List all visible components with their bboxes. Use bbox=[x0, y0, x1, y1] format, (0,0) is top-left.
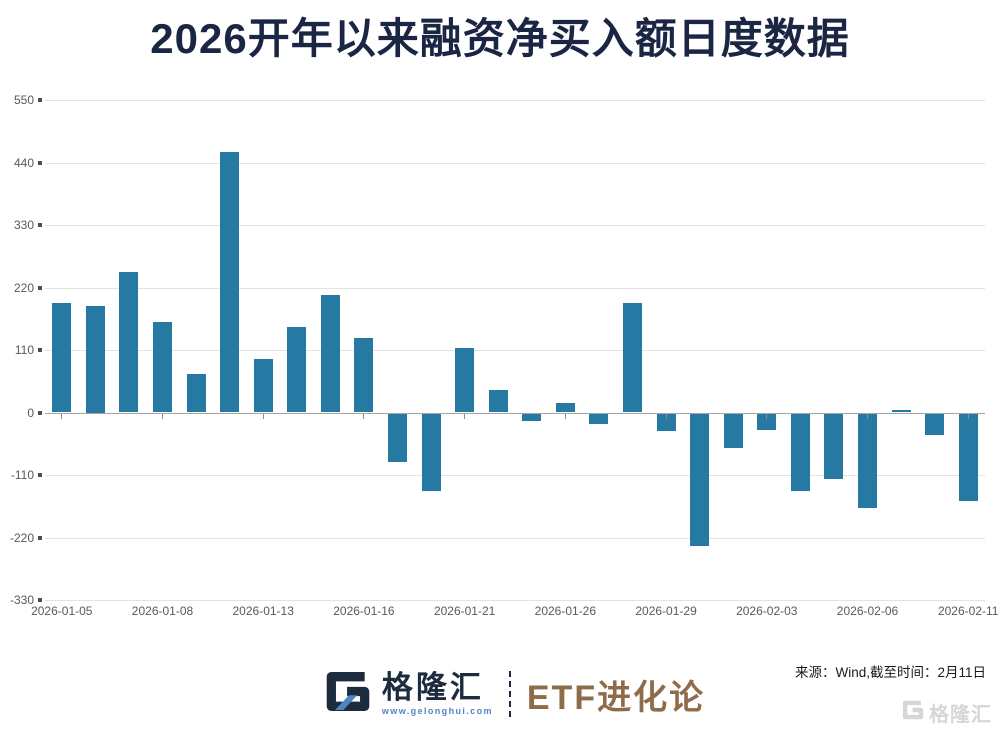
bar-2026-01-12 bbox=[220, 152, 240, 413]
x-axis-label: 2026-01-13 bbox=[232, 604, 294, 618]
bar-2026-01-19 bbox=[388, 413, 407, 462]
partner-name: ETF进化论 bbox=[526, 678, 706, 717]
gridline bbox=[45, 287, 985, 289]
brand-text-block: 格隆汇 www.gelonghui.com bbox=[382, 672, 493, 716]
bar-2026-01-14 bbox=[287, 326, 307, 413]
x-axis-label: 2026-02-11 bbox=[937, 604, 999, 618]
bar-2026-02-06 bbox=[858, 413, 877, 509]
x-axis-label: 2026-02-06 bbox=[836, 604, 899, 618]
y-axis-tick-icon bbox=[38, 535, 42, 540]
bar-2026-02-10 bbox=[925, 413, 945, 435]
chart-plot-area: 2026-01-05 2026-01-08 2026-01-13 2026-01-16… bbox=[31, 100, 998, 618]
y-axis-label: 440 bbox=[13, 155, 34, 170]
gridline bbox=[45, 475, 985, 476]
y-axis-label: -110 bbox=[10, 468, 34, 482]
y-axis-tick-icon bbox=[38, 410, 42, 415]
x-axis-tick bbox=[162, 413, 163, 419]
bar-2026-02-04 bbox=[790, 413, 810, 492]
bar-2026-01-26 bbox=[555, 402, 575, 413]
bar-2026-01-23 bbox=[522, 413, 542, 421]
bar-2026-02-11 bbox=[958, 413, 978, 501]
bar-2026-01-07 bbox=[119, 271, 139, 413]
bar-2026-01-28 bbox=[623, 303, 642, 413]
bar-2026-02-05 bbox=[824, 413, 844, 479]
y-axis-label: 0 bbox=[27, 405, 34, 420]
footer-divider bbox=[508, 671, 511, 717]
y-axis-tick-icon bbox=[38, 285, 42, 290]
x-axis-tick bbox=[867, 413, 868, 419]
bar-2026-02-02 bbox=[723, 413, 743, 449]
watermark-g-icon bbox=[901, 699, 925, 726]
x-axis-tick bbox=[262, 413, 264, 419]
y-axis-label: -330 bbox=[9, 593, 34, 607]
bar-2026-02-09 bbox=[891, 409, 911, 413]
y-axis-tick-icon bbox=[38, 473, 42, 477]
gridline bbox=[45, 537, 985, 539]
gridline bbox=[45, 350, 985, 351]
x-axis-label: 2026-01-16 bbox=[333, 604, 395, 618]
x-axis-line bbox=[45, 412, 985, 414]
y-axis-tick-icon bbox=[38, 598, 42, 602]
bar-2026-01-27 bbox=[589, 413, 609, 425]
y-axis-tick-icon bbox=[38, 98, 42, 102]
x-axis-label: 2026-01-08 bbox=[131, 604, 194, 618]
x-axis-tick bbox=[766, 413, 768, 419]
gridline bbox=[45, 225, 985, 226]
footer-brand-bar: 格隆汇 www.gelonghui.com ETF进化论 bbox=[14, 668, 1000, 720]
y-axis-label: 110 bbox=[14, 343, 34, 357]
source-note: 来源：Wind,截至时间：2月11日 bbox=[794, 665, 986, 680]
y-axis-tick-icon bbox=[38, 223, 42, 227]
y-axis-label: 330 bbox=[13, 218, 34, 232]
brand-name: 格隆汇 bbox=[381, 670, 484, 705]
y-axis-label: -220 bbox=[9, 530, 34, 545]
bar-2026-02-03 bbox=[757, 413, 777, 430]
x-axis-label: 2026-01-05 bbox=[31, 604, 93, 618]
x-axis-tick bbox=[665, 413, 667, 419]
bar-2026-01-08 bbox=[153, 322, 172, 413]
bar-2026-01-16 bbox=[354, 338, 374, 413]
bar-2026-01-21 bbox=[455, 347, 475, 413]
brand-url: www.gelonghui.com bbox=[381, 706, 493, 716]
bar-2026-01-22 bbox=[488, 389, 508, 413]
bar-2026-01-30 bbox=[690, 413, 710, 546]
x-axis-tick bbox=[564, 413, 566, 419]
bar-2026-01-09 bbox=[186, 374, 206, 413]
x-axis-tick bbox=[61, 413, 63, 419]
gridline bbox=[45, 100, 985, 101]
bar-2026-01-29 bbox=[656, 413, 676, 431]
bar-2026-01-15 bbox=[320, 295, 340, 413]
watermark: 格隆汇 bbox=[901, 698, 992, 727]
watermark-text: 格隆汇 bbox=[929, 704, 992, 726]
x-axis-label: 2026-01-26 bbox=[534, 604, 597, 618]
x-axis-label: 2026-01-29 bbox=[635, 604, 697, 618]
x-axis-tick bbox=[363, 413, 365, 419]
y-axis-label: 220 bbox=[13, 280, 34, 295]
x-axis-tick bbox=[967, 413, 969, 419]
x-axis-label: 2026-01-21 bbox=[433, 604, 496, 618]
chart-title: 2026开年以来融资净买入额日度数据 bbox=[150, 15, 850, 62]
y-axis-tick-icon bbox=[38, 348, 42, 352]
bar-2026-01-13 bbox=[253, 359, 273, 413]
x-axis-tick bbox=[464, 413, 466, 419]
x-axis-label: 2026-02-03 bbox=[736, 604, 798, 618]
gelonghui-logo-icon bbox=[323, 668, 373, 720]
y-axis-label: 550 bbox=[13, 93, 34, 107]
gridline bbox=[45, 600, 985, 601]
bar-2026-01-20 bbox=[421, 413, 441, 492]
gridline bbox=[45, 162, 985, 164]
bar-2026-01-05 bbox=[52, 303, 72, 413]
bar-2026-01-06 bbox=[85, 306, 105, 413]
y-axis-tick-icon bbox=[38, 160, 42, 165]
